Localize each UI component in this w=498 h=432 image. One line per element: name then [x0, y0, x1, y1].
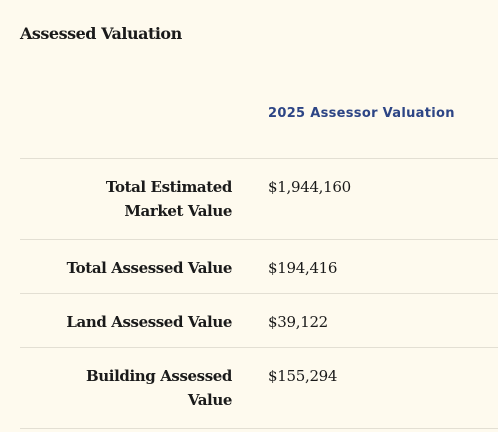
row-value: $155,294 — [268, 367, 338, 385]
row-label-line: Total Estimated — [105, 178, 232, 196]
table-row-total-assessed-value: Total Assessed Value $194,416 — [20, 240, 498, 294]
row-label-line: Market Value — [124, 202, 232, 220]
row-value: $1,944,160 — [268, 178, 351, 196]
table-row-building-assessed-value: Building Assessed Value $155,294 — [20, 348, 498, 429]
row-label: Total Estimated Market Value — [20, 159, 232, 239]
row-label-line: Building Assessed — [86, 367, 232, 385]
valuation-table: Total Estimated Market Value $1,944,160 … — [20, 158, 498, 429]
row-label: Land Assessed Value — [66, 313, 232, 331]
section-title: Assessed Valuation — [20, 24, 182, 43]
table-row-total-estimated-market-value: Total Estimated Market Value $1,944,160 — [20, 159, 498, 240]
row-label: Building Assessed Value — [20, 348, 232, 428]
row-label: Total Assessed Value — [66, 259, 233, 277]
column-header-2025-assessor-valuation: 2025 Assessor Valuation — [268, 106, 455, 121]
row-label-line: Value — [187, 391, 233, 409]
row-value: $39,122 — [268, 313, 328, 331]
table-row-land-assessed-value: Land Assessed Value $39,122 — [20, 294, 498, 348]
row-value: $194,416 — [268, 259, 338, 277]
